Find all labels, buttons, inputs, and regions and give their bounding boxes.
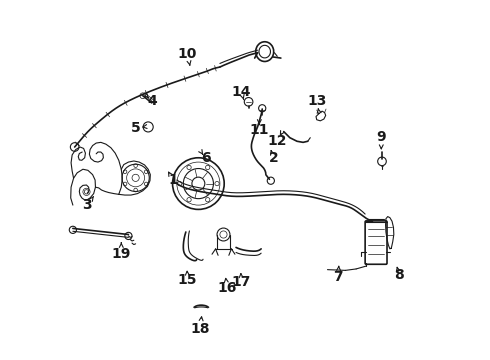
- Text: 3: 3: [82, 198, 92, 212]
- Text: 12: 12: [268, 134, 287, 148]
- Text: 4: 4: [147, 94, 157, 108]
- Text: 7: 7: [333, 270, 343, 284]
- Text: 6: 6: [201, 152, 210, 166]
- Text: 13: 13: [307, 94, 326, 108]
- Text: 11: 11: [249, 123, 269, 137]
- Text: 5: 5: [131, 121, 141, 135]
- Text: 15: 15: [178, 273, 197, 287]
- Text: 1: 1: [169, 173, 178, 187]
- Text: 10: 10: [178, 48, 197, 62]
- Text: 2: 2: [269, 152, 278, 166]
- Text: 16: 16: [218, 280, 237, 294]
- Text: 8: 8: [394, 268, 404, 282]
- Text: 18: 18: [191, 322, 210, 336]
- Text: 17: 17: [232, 275, 251, 289]
- Text: 9: 9: [376, 130, 386, 144]
- Text: 19: 19: [112, 247, 131, 261]
- Text: 14: 14: [232, 85, 251, 99]
- FancyBboxPatch shape: [365, 221, 387, 264]
